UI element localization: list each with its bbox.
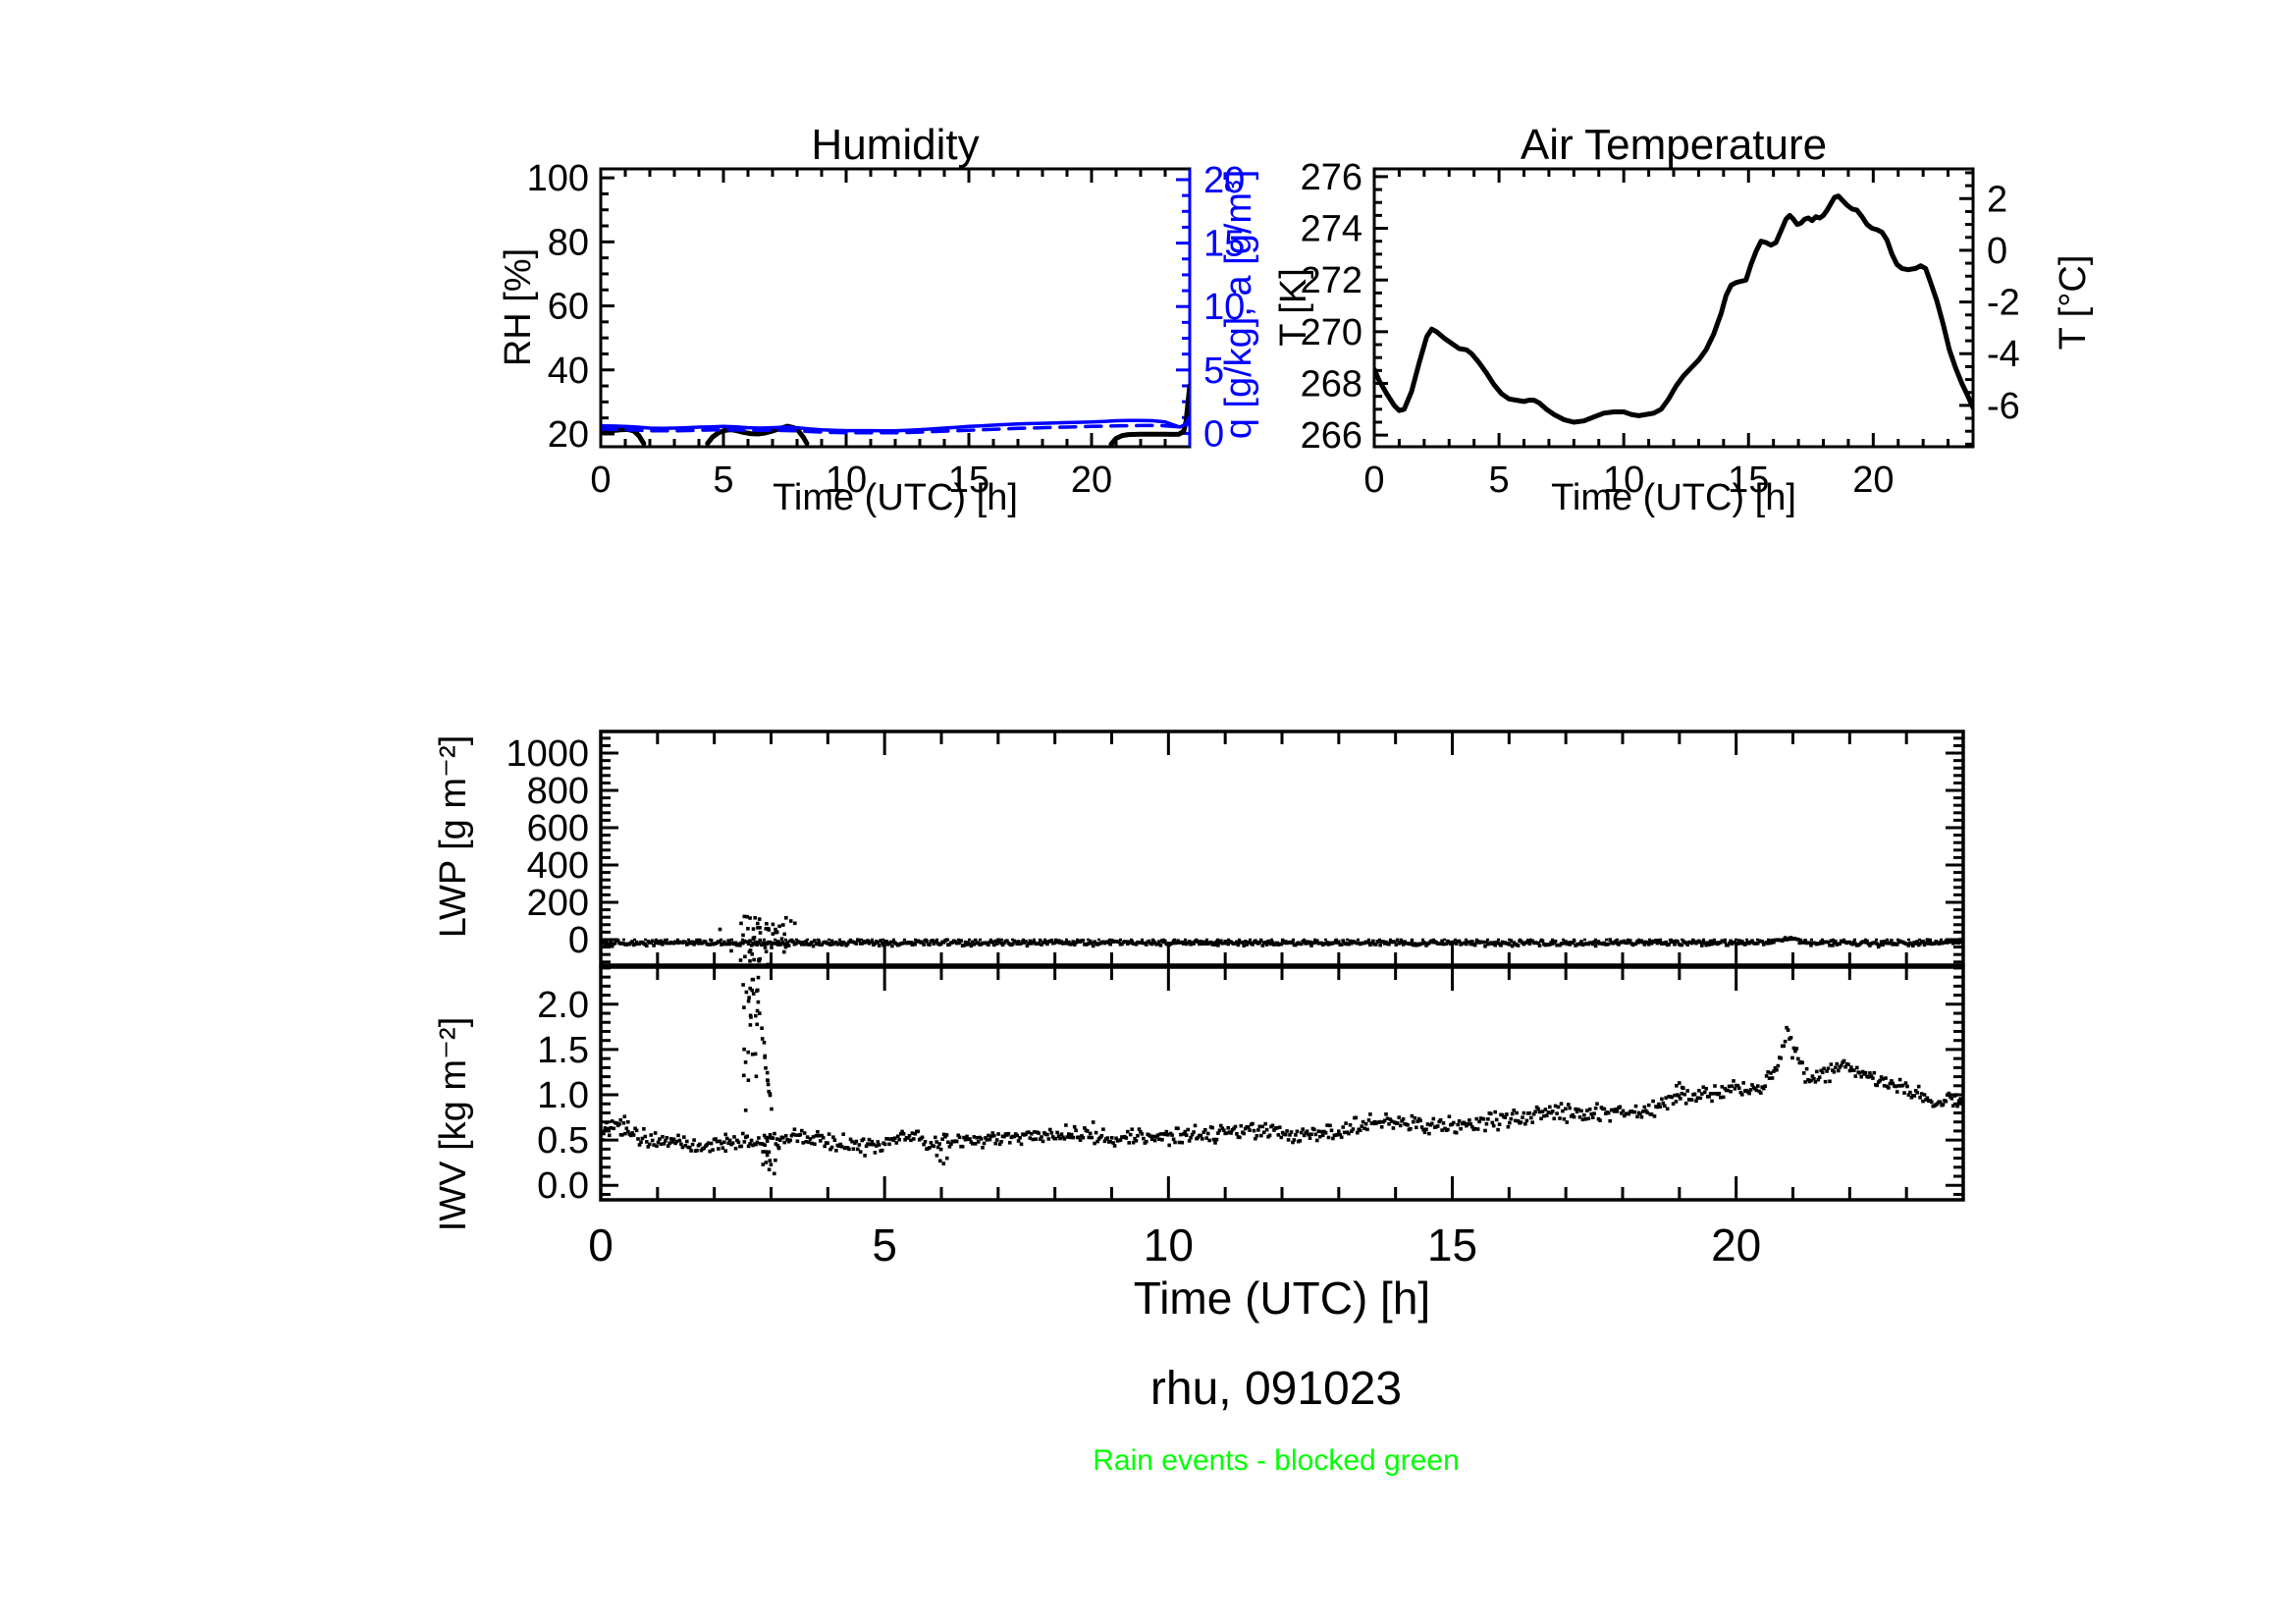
air-temperature-y-axis-label-left: T [K] [1273,268,1314,347]
airtemp-xtick: 0 [1363,460,1384,501]
lwp-ytick: 800 [527,771,589,812]
iwv-ytick: 2.0 [537,985,589,1026]
humidity-y-axis-label-left: RH [%] [498,247,539,367]
iwv-xtick: 0 [588,1219,614,1271]
airtemp-ytick-left: 268 [1301,364,1362,406]
humidity-x-axis-label: Time (UTC) [h] [773,477,1018,518]
iwv-xtick: 10 [1144,1219,1194,1271]
lwp-ytick: 600 [527,808,589,849]
humidity-plot-title: Humidity [811,121,980,169]
iwv-ytick: 0.0 [537,1165,589,1207]
airtemp-ytick-right: -6 [1987,386,2020,427]
rain-events-note: Rain events - blocked green [1093,1444,1460,1477]
air-temperature-y-axis-label-right: T [°C] [2053,254,2094,351]
airtemp-ytick-right: 0 [1987,231,2007,272]
airtemp-ytick-left: 276 [1301,157,1362,198]
humidity-ytick-right: 10 [1203,287,1245,328]
humidity-ytick-left: 40 [548,351,589,392]
iwv-xtick: 5 [872,1219,897,1271]
iwv-scatter-series [602,975,1962,1176]
iwv-xtick: 15 [1427,1219,1477,1271]
humidity-ytick-left: 60 [548,287,589,328]
iwv-ytick: 1.0 [537,1075,589,1116]
humidity-ytick-right: 0 [1203,413,1224,455]
humidity-xtick: 0 [590,460,611,501]
lwp-ytick: 1000 [506,733,589,775]
iwv-ytick: 0.5 [537,1120,589,1162]
airtemp-xtick: 10 [1603,460,1644,501]
humidity-ytick-left: 20 [548,414,589,456]
humidity-ytick-left: 80 [548,222,589,263]
airtemp-ytick-left: 270 [1301,312,1362,353]
iwv-ytick: 1.5 [537,1030,589,1071]
humidity-xtick: 5 [713,460,733,501]
humidity-xtick: 10 [826,460,867,501]
airtemp-ytick-left: 272 [1301,260,1362,301]
lwp-scatter-series [602,914,1962,964]
airtemp-xtick: 15 [1728,460,1769,501]
airtemp-xtick: 5 [1489,460,1510,501]
humidity-y-axis-label-right: q [g/kg], a [g/m³] [1218,169,1259,440]
lwp-ytick: 400 [527,845,589,887]
lwp-y-axis-label: LWP [g m⁻²] [433,734,474,939]
humidity-xtick: 20 [1071,460,1112,501]
airtemp-ytick-right: -2 [1987,283,2020,324]
humidity-xtick: 15 [948,460,989,501]
station-date-title: rhu, 091023 [1149,1363,1403,1415]
air-temperature-plot-title: Air Temperature [1520,121,1828,169]
airtemp-ytick-right: 2 [1987,179,2007,220]
iwv-y-axis-label: IWV [kg m⁻²] [433,1016,474,1232]
airtemp-ytick-right: -4 [1987,334,2020,375]
iwv-xtick: 20 [1711,1219,1761,1271]
airtemp-xtick: 20 [1852,460,1894,501]
airtemp-ytick-left: 266 [1301,415,1362,457]
bottom-x-axis-label: Time (UTC) [h] [1133,1272,1431,1324]
humidity-ytick-right: 5 [1203,351,1224,392]
air-temperature-x-axis-label: Time (UTC) [h] [1551,477,1796,518]
airtemp-ytick-left: 274 [1301,209,1362,250]
humidity-ytick-left: 100 [527,158,589,199]
lwp-ytick: 200 [527,883,589,924]
humidity-ytick-right: 20 [1203,160,1245,201]
humidity-ytick-right: 15 [1203,224,1245,265]
lwp-ytick: 0 [568,920,589,961]
